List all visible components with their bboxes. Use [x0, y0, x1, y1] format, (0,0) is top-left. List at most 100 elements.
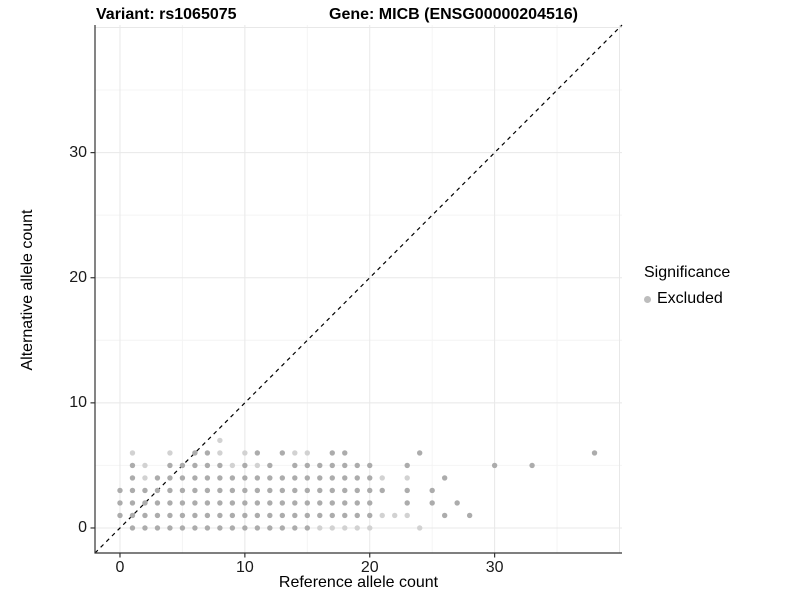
data-point	[317, 512, 323, 519]
data-point	[242, 450, 248, 456]
data-point	[342, 500, 348, 506]
data-point	[129, 487, 136, 494]
data-point	[441, 512, 448, 519]
data-point	[142, 475, 148, 481]
y-tick-label: 0	[78, 518, 87, 536]
data-point	[254, 512, 261, 519]
data-point	[192, 525, 198, 531]
data-point	[254, 500, 261, 506]
data-point	[404, 462, 410, 469]
data-point	[129, 450, 136, 456]
data-point	[254, 487, 261, 494]
data-point	[292, 512, 298, 519]
data-point	[117, 487, 123, 494]
data-point	[204, 462, 211, 469]
data-point	[179, 500, 186, 506]
legend: Significance Excluded	[644, 264, 730, 308]
data-point	[404, 487, 410, 494]
data-point	[354, 512, 360, 519]
y-tick-label: 20	[69, 268, 87, 286]
data-point	[167, 450, 173, 456]
data-point	[329, 487, 335, 494]
data-point	[217, 450, 223, 456]
data-point	[342, 450, 348, 456]
data-point	[129, 500, 136, 506]
data-point	[404, 500, 410, 506]
data-point	[204, 450, 211, 456]
data-point	[292, 525, 298, 531]
data-point	[154, 487, 161, 494]
data-point	[167, 462, 173, 469]
data-point	[591, 450, 598, 456]
data-point	[217, 462, 223, 469]
plot-title-gene: Gene: MICB (ENSG00000204516)	[329, 6, 578, 23]
data-point	[217, 500, 223, 506]
data-point	[117, 500, 123, 506]
data-point	[367, 500, 373, 506]
data-point	[354, 475, 360, 481]
data-point	[317, 525, 323, 531]
data-point	[167, 487, 173, 494]
data-point	[229, 487, 236, 494]
data-point	[117, 512, 123, 519]
data-point	[192, 512, 198, 519]
data-point	[279, 450, 286, 456]
data-point	[292, 487, 298, 494]
identity-line	[94, 24, 623, 554]
data-point	[329, 475, 335, 481]
data-point	[192, 487, 198, 494]
x-tick-label: 0	[115, 559, 125, 576]
data-point	[292, 462, 298, 469]
data-point	[179, 475, 186, 481]
data-point	[179, 512, 186, 519]
data-point	[342, 487, 348, 494]
data-point	[229, 462, 236, 469]
data-point	[229, 525, 236, 531]
data-point	[217, 487, 223, 494]
data-point	[404, 512, 410, 519]
legend-point-icon	[644, 295, 651, 303]
data-point	[129, 462, 136, 469]
data-point	[217, 525, 223, 531]
data-point	[254, 525, 261, 531]
data-point	[354, 487, 360, 494]
data-point	[466, 512, 473, 519]
data-point	[292, 450, 298, 456]
data-point	[329, 500, 335, 506]
data-point	[367, 487, 373, 494]
data-point	[129, 512, 136, 519]
data-point	[254, 450, 261, 456]
data-point	[304, 525, 310, 531]
data-point	[217, 512, 223, 519]
data-point	[154, 525, 161, 531]
data-point	[354, 525, 360, 531]
data-point	[229, 500, 236, 506]
data-point	[279, 525, 286, 531]
data-point	[154, 500, 161, 506]
data-point	[192, 450, 198, 456]
data-point	[267, 462, 273, 469]
data-point	[192, 475, 198, 481]
data-point	[329, 462, 335, 469]
data-point	[204, 487, 211, 494]
y-tick-label: 30	[69, 143, 87, 161]
data-point	[304, 487, 310, 494]
data-point	[254, 475, 261, 481]
data-point	[154, 512, 161, 519]
data-point	[267, 500, 273, 506]
data-point	[292, 475, 298, 481]
data-point	[129, 525, 136, 531]
data-point	[279, 512, 286, 519]
data-point	[142, 525, 148, 531]
data-point	[292, 500, 298, 506]
data-point	[379, 487, 385, 494]
data-point	[304, 462, 310, 469]
data-point	[317, 475, 323, 481]
data-point	[229, 475, 236, 481]
data-point	[179, 487, 186, 494]
y-tick-label: 10	[69, 393, 87, 411]
legend-item-label: Excluded	[657, 290, 723, 307]
data-point	[367, 462, 373, 469]
